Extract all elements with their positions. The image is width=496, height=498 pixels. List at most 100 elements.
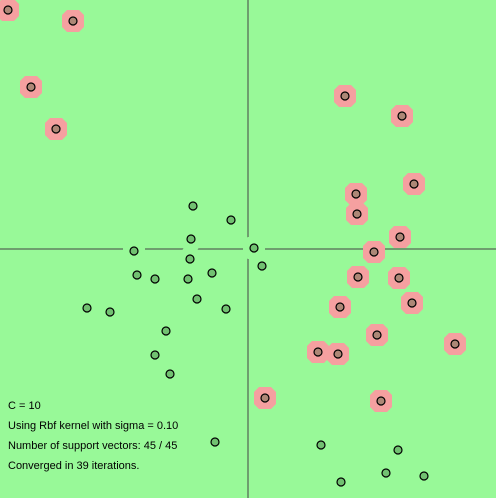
data-point [220,209,242,231]
data-point [126,264,148,286]
data-point [444,333,466,355]
point-region [254,387,276,409]
point-region [363,241,385,263]
point-region [177,268,199,290]
point-dot [132,270,142,280]
data-point [363,241,385,263]
point-region [99,301,121,323]
data-point [45,118,67,140]
data-point [62,10,84,32]
point-region [330,471,352,493]
data-point [177,268,199,290]
data-point [99,301,121,323]
data-point [310,434,332,456]
point-region [204,431,226,453]
point-region [403,173,425,195]
status-line: Using Rbf kernel with sigma = 0.10 [8,420,178,432]
data-point [182,195,204,217]
point-dot [186,234,196,244]
point-dot [381,468,391,478]
point-region [20,76,42,98]
point-region [243,237,265,259]
point-dot [397,111,407,121]
data-point [387,439,409,461]
data-point [243,237,265,259]
point-region [347,266,369,288]
point-dot [51,124,61,134]
point-region [327,343,349,365]
point-dot [369,247,379,257]
point-dot [352,209,362,219]
point-region [251,255,273,277]
point-dot [419,471,429,481]
point-region [144,268,166,290]
point-region [345,183,367,205]
point-region [375,462,397,484]
point-region [45,118,67,140]
data-point [389,226,411,248]
point-dot [165,369,175,379]
data-point [251,255,273,277]
data-point [159,363,181,385]
point-dot [226,215,236,225]
point-dot [210,437,220,447]
point-region [310,434,332,456]
point-dot [3,5,13,15]
data-point [76,297,98,319]
status-text: C = 10 Using Rbf kernel with sigma = 0.10… [8,400,178,472]
point-region [186,288,208,310]
point-dot [257,261,267,271]
point-region [155,320,177,342]
point-dot [351,189,361,199]
point-dot [336,477,346,487]
point-region [307,341,329,363]
data-point [0,0,19,21]
point-dot [340,91,350,101]
status-line: Number of support vectors: 45 / 45 [8,440,177,452]
point-dot [207,268,217,278]
point-dot [316,440,326,450]
point-region [76,297,98,319]
data-point [204,431,226,453]
point-region [401,292,423,314]
data-point [347,266,369,288]
status-line: C = 10 [8,400,41,412]
point-region [62,10,84,32]
point-dot [376,396,386,406]
point-dot [221,304,231,314]
data-point [180,228,202,250]
point-region [220,209,242,231]
point-region [179,248,201,270]
data-point [123,240,145,262]
point-region [0,0,19,21]
data-point [370,390,392,412]
point-region [413,465,435,487]
point-dot [192,294,202,304]
point-region [159,363,181,385]
point-dot [129,246,139,256]
point-dot [105,307,115,317]
point-region [180,228,202,250]
data-point [391,105,413,127]
point-dot [26,82,36,92]
point-dot [394,273,404,283]
point-dot [450,339,460,349]
data-point [179,248,201,270]
points [0,0,466,493]
data-point [366,324,388,346]
point-region [215,298,237,320]
point-region [201,262,223,284]
point-dot [395,232,405,242]
point-dot [161,326,171,336]
data-point [155,320,177,342]
data-point [345,183,367,205]
point-dot [335,302,345,312]
point-region [366,324,388,346]
point-dot [68,16,78,26]
point-region [370,390,392,412]
point-region [391,105,413,127]
data-point [144,344,166,366]
data-point [254,387,276,409]
point-region [123,240,145,262]
point-region [144,344,166,366]
